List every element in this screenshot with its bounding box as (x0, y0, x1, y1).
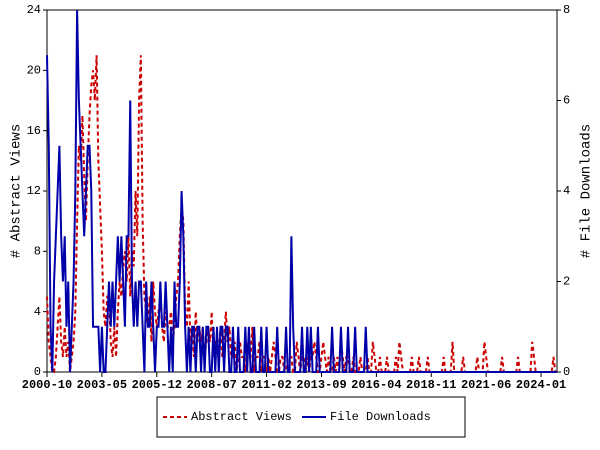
y-tick-label: 20 (27, 64, 41, 78)
y-axis-label: # Abstract Views (9, 124, 25, 258)
x-tick-label: 2013-09 (296, 378, 346, 392)
y2-tick-label: 8 (563, 3, 570, 17)
y-tick-label: 0 (34, 365, 41, 379)
y-tick-label: 4 (34, 305, 41, 319)
x-tick-label: 2021-06 (461, 378, 511, 392)
x-tick-label: 2003-05 (77, 378, 127, 392)
y2-axis-label: # File Downloads (579, 124, 595, 258)
series-line (46, 9, 557, 373)
y2-tick-label: 0 (563, 365, 570, 379)
x-tick-label: 2016-04 (351, 378, 401, 392)
x-tick-label: 2024-01 (516, 378, 566, 392)
y2-tick-label: 6 (563, 94, 570, 108)
x-tick-label: 2018-11 (406, 378, 456, 392)
x-tick-label: 2008-07 (186, 378, 236, 392)
y2-tick-label: 4 (563, 184, 570, 198)
x-tick-label: 2011-02 (241, 378, 291, 392)
y2-tick-label: 2 (563, 275, 570, 289)
y-tick-label: 16 (27, 124, 41, 138)
y-tick-label: 8 (34, 245, 41, 259)
y-tick-label: 24 (27, 3, 41, 17)
plot-frame (46, 9, 558, 373)
legend-label: File Downloads (330, 410, 431, 424)
x-tick-label: 2005-12 (132, 378, 182, 392)
series-line (46, 55, 557, 373)
legend-label: Abstract Views (191, 410, 292, 424)
y-tick-label: 12 (27, 184, 41, 198)
x-tick-label: 2000-10 (22, 378, 72, 392)
